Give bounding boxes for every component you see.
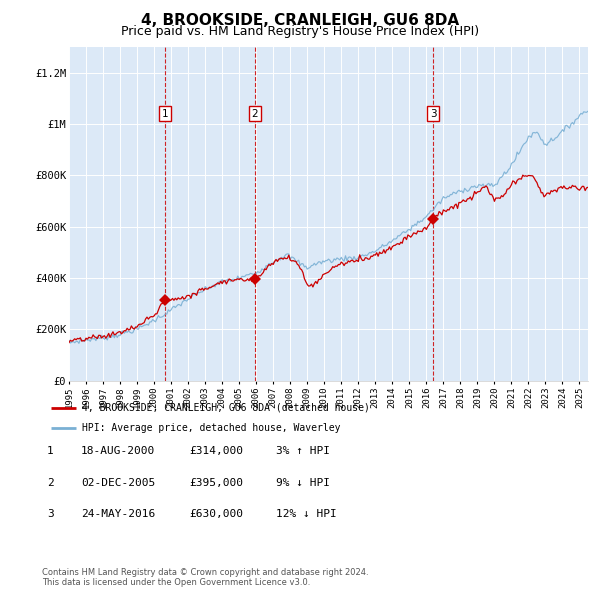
Text: 1: 1 (47, 447, 54, 456)
Text: 12% ↓ HPI: 12% ↓ HPI (276, 509, 337, 519)
Text: 02-DEC-2005: 02-DEC-2005 (81, 478, 155, 487)
Text: 18-AUG-2000: 18-AUG-2000 (81, 447, 155, 456)
Text: 24-MAY-2016: 24-MAY-2016 (81, 509, 155, 519)
Text: 4, BROOKSIDE, CRANLEIGH, GU6 8DA: 4, BROOKSIDE, CRANLEIGH, GU6 8DA (141, 13, 459, 28)
Text: Price paid vs. HM Land Registry's House Price Index (HPI): Price paid vs. HM Land Registry's House … (121, 25, 479, 38)
Text: £630,000: £630,000 (189, 509, 243, 519)
Text: 9% ↓ HPI: 9% ↓ HPI (276, 478, 330, 487)
Text: 2: 2 (47, 478, 54, 487)
Text: 3% ↑ HPI: 3% ↑ HPI (276, 447, 330, 456)
Text: 3: 3 (430, 109, 436, 119)
Text: 2: 2 (251, 109, 258, 119)
Text: £314,000: £314,000 (189, 447, 243, 456)
Text: £395,000: £395,000 (189, 478, 243, 487)
Text: Contains HM Land Registry data © Crown copyright and database right 2024.
This d: Contains HM Land Registry data © Crown c… (42, 568, 368, 587)
Text: HPI: Average price, detached house, Waverley: HPI: Average price, detached house, Wave… (82, 424, 340, 434)
Text: 3: 3 (47, 509, 54, 519)
Text: 1: 1 (161, 109, 168, 119)
Text: 4, BROOKSIDE, CRANLEIGH, GU6 8DA (detached house): 4, BROOKSIDE, CRANLEIGH, GU6 8DA (detach… (82, 403, 370, 412)
